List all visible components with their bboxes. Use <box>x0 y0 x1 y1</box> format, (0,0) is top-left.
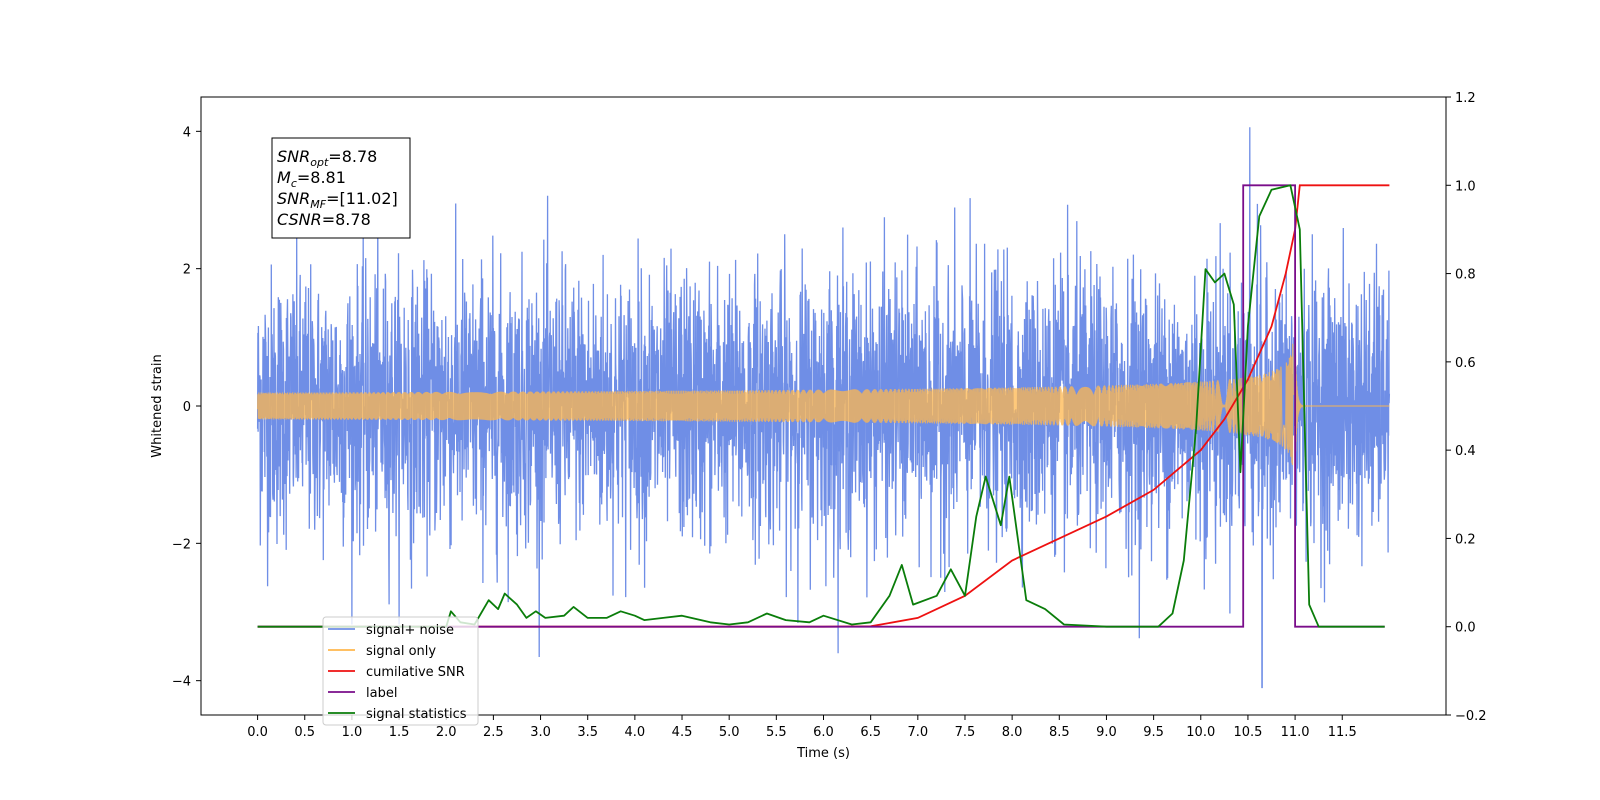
x-tick-label: 2.0 <box>436 725 457 740</box>
x-axis-label: Time (s) <box>796 746 850 761</box>
y-tick-label-right: 0.4 <box>1455 444 1476 459</box>
x-tick-label: 1.0 <box>342 725 363 740</box>
x-tick-label: 1.5 <box>389 725 410 740</box>
series-signal-statistics-line <box>257 184 1385 628</box>
y-tick-label-right: −0.2 <box>1455 709 1487 724</box>
legend-label: signal only <box>366 644 436 659</box>
x-tick-label: 9.0 <box>1096 725 1117 740</box>
y-tick-label-left: −2 <box>172 537 191 552</box>
y-tick-label-right: 1.0 <box>1455 179 1476 194</box>
y-tick-label-right: 0.2 <box>1455 532 1476 547</box>
x-tick-label: 11.5 <box>1328 725 1357 740</box>
annotation-snr-opt: SNRopt=8.78 <box>277 147 377 169</box>
series-cumulative-snr-line <box>257 184 1390 628</box>
y-tick-label-left: −4 <box>172 675 191 690</box>
x-tick-label: 0.5 <box>294 725 315 740</box>
series-signal-only-line <box>257 340 1390 466</box>
x-tick-label: 3.0 <box>530 725 551 740</box>
series-label-line <box>257 184 1385 628</box>
legend-label: label <box>366 686 397 701</box>
y-tick-label-left: 4 <box>183 125 191 140</box>
legend-frame <box>322 616 479 726</box>
x-tick-label: 7.5 <box>955 725 976 740</box>
legend-label: signal+ noise <box>366 623 454 638</box>
x-tick-label: 4.5 <box>672 725 693 740</box>
annotation-snr-mf: SNRMF=[11.02] <box>277 189 398 211</box>
plot-area <box>256 127 1391 689</box>
x-tick-label: 10.5 <box>1233 725 1262 740</box>
x-tick-label: 5.0 <box>719 725 740 740</box>
legend: signal+ noise signal only cumilative SNR la… <box>322 616 479 726</box>
x-tick-label: 7.0 <box>907 725 928 740</box>
x-tick-label: 6.0 <box>813 725 834 740</box>
annotation-csnr: CSNR=8.78 <box>277 210 371 229</box>
y-tick-label-right: 0.0 <box>1455 621 1476 636</box>
y-tick-label-left: 2 <box>183 263 191 278</box>
x-tick-label: 4.0 <box>625 725 646 740</box>
y-tick-label-right: 0.6 <box>1455 356 1476 371</box>
y-axis-label-left: Whitened strain <box>150 354 165 457</box>
y-tick-label-left: 0 <box>183 400 191 415</box>
x-tick-label: 3.5 <box>577 725 598 740</box>
x-tick-label: 10.0 <box>1186 725 1215 740</box>
x-tick-label: 0.0 <box>247 725 268 740</box>
x-tick-label: 11.0 <box>1281 725 1310 740</box>
x-tick-label: 2.5 <box>483 725 504 740</box>
x-tick-label: 8.0 <box>1002 725 1023 740</box>
legend-label: signal statistics <box>366 707 467 722</box>
axis-ticks: 0.0 0.5 1.0 1.5 2.0 2.5 3.0 3.5 4.0 4.5 5.0 5.5 6.0 6… <box>172 91 1487 740</box>
x-tick-label: 6.5 <box>860 725 881 740</box>
x-tick-label: 8.5 <box>1049 725 1070 740</box>
y-tick-label-right: 1.2 <box>1455 91 1476 106</box>
x-tick-label: 9.5 <box>1143 725 1164 740</box>
annotation-box-frame <box>271 137 411 239</box>
y-tick-label-right: 0.8 <box>1455 268 1476 283</box>
legend-label: cumilative SNR <box>366 665 465 680</box>
x-tick-label: 5.5 <box>766 725 787 740</box>
annotation-m-c: Mc=8.81 <box>277 168 346 190</box>
